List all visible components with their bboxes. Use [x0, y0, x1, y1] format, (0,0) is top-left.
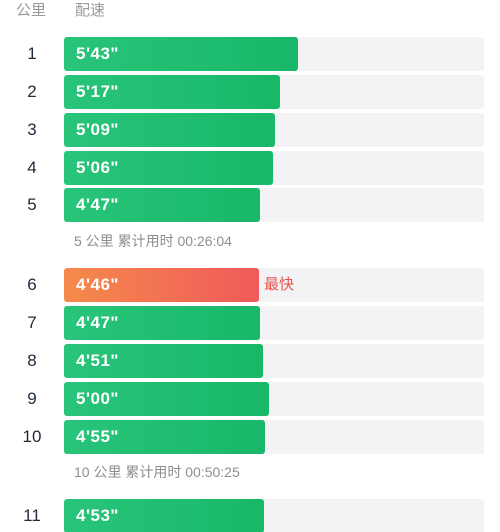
fastest-label: 最快 [264, 276, 295, 293]
split-km-number: 6 [27, 275, 37, 294]
split-bar-track: 5'17" [64, 75, 484, 109]
split-km-number: 3 [27, 120, 37, 139]
split-bar-track: 4'53" [64, 499, 484, 532]
split-pace-value: 5'17" [76, 82, 119, 101]
split-bar-track: 4'47" [64, 188, 484, 222]
header-km-label: 公里 [16, 2, 47, 19]
split-row: 8 4'51" [0, 344, 500, 378]
cumulative-time-summary: 10 公里 累计用时 00:50:25 [74, 464, 240, 480]
split-bar-track: 4'51" [64, 344, 484, 378]
split-km-number: 2 [27, 82, 37, 101]
split-row: 7 4'47" [0, 306, 500, 340]
split-row: 6 4'46" 最快 [0, 268, 500, 302]
split-bar-fastest: 4'46" [64, 268, 259, 302]
split-pace-value: 4'51" [76, 351, 119, 370]
split-row: 2 5'17" [0, 75, 500, 109]
split-row: 3 5'09" [0, 113, 500, 147]
split-bar-track: 5'06" [64, 151, 484, 185]
split-pace-value: 4'46" [76, 275, 119, 294]
split-bar-track: 5'43" [64, 37, 484, 71]
split-pace-value: 5'00" [76, 389, 119, 408]
split-bar: 5'00" [64, 382, 269, 416]
split-bar: 5'17" [64, 75, 280, 109]
split-km-number: 5 [27, 195, 37, 214]
split-bar: 4'47" [64, 306, 260, 340]
split-row: 1 5'43" [0, 37, 500, 71]
split-km-number: 1 [27, 44, 37, 63]
header-pace-label: 配速 [75, 2, 106, 19]
split-bar: 4'51" [64, 344, 263, 378]
split-bar: 5'06" [64, 151, 273, 185]
split-km-number: 10 [22, 427, 42, 446]
split-pace-value: 4'55" [76, 427, 119, 446]
split-bar-track: 4'46" 最快 [64, 268, 484, 302]
split-bar-track: 5'09" [64, 113, 484, 147]
split-pace-value: 5'43" [76, 44, 119, 63]
split-bar-track: 4'47" [64, 306, 484, 340]
split-km-number: 11 [23, 506, 41, 525]
split-row: 11 4'53" [0, 499, 500, 532]
split-pace-value: 4'47" [76, 195, 119, 214]
split-km-number: 7 [27, 313, 37, 332]
split-pace-value: 4'53" [76, 506, 119, 525]
split-bar: 4'47" [64, 188, 260, 222]
split-pace-value: 4'47" [76, 313, 119, 332]
split-pace-value: 5'06" [76, 158, 119, 177]
split-bar-track: 5'00" [64, 382, 484, 416]
cumulative-time-summary: 5 公里 累计用时 00:26:04 [74, 233, 232, 249]
split-km-number: 4 [27, 158, 37, 177]
split-row: 5 4'47" [0, 188, 500, 222]
split-bar: 5'09" [64, 113, 275, 147]
split-bar: 5'43" [64, 37, 298, 71]
split-km-number: 8 [27, 351, 37, 370]
split-row: 4 5'06" [0, 151, 500, 185]
split-bar-track: 4'55" [64, 420, 484, 454]
split-bar: 4'55" [64, 420, 265, 454]
split-row: 9 5'00" [0, 382, 500, 416]
split-bar: 4'53" [64, 499, 264, 532]
split-row: 10 4'55" [0, 420, 500, 454]
split-pace-value: 5'09" [76, 120, 119, 139]
split-km-number: 9 [27, 389, 37, 408]
